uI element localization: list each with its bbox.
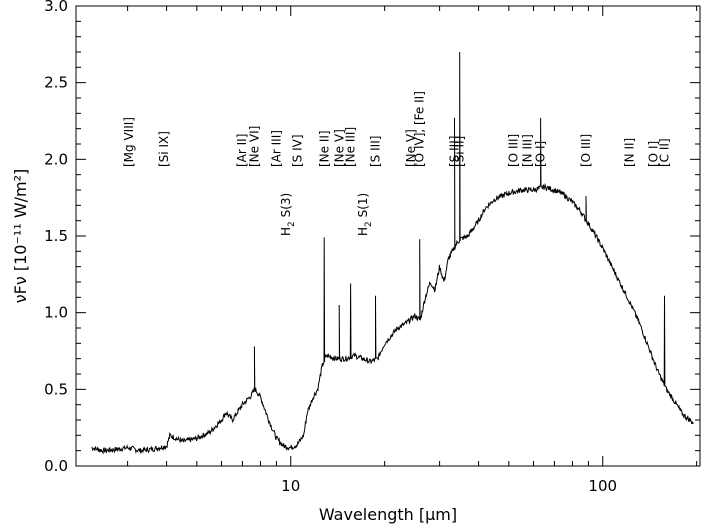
emission-line-label: [O III] [507, 134, 521, 167]
emission-line-label: [Si II] [453, 136, 467, 167]
spectrum-line [91, 51, 694, 455]
y-tick-label: 2.5 [44, 74, 68, 92]
emission-line-label: [Ne V] [404, 129, 418, 167]
emission-line-label: [S III] [369, 136, 383, 167]
y-tick-label: 2.0 [44, 150, 68, 168]
x-axis: 10 100 [127, 6, 698, 495]
emission-line-label: [Ne II] [317, 130, 331, 167]
y-tick-label: 0.0 [44, 457, 68, 475]
plot-frame [75, 5, 701, 467]
emission-line-labels: [Mg VIII] [Si IX] [Ar II][Ne VI] [Ar III] [S… [122, 91, 672, 236]
plot-frame-rect [75, 5, 701, 467]
h2-line-label: H2 S(3) [279, 193, 297, 236]
emission-line-label: [O I] [534, 141, 548, 167]
y-axis-title: νFν [10⁻¹¹ W/m²] [11, 169, 30, 304]
h2-line-label: H2 S(1) [356, 193, 374, 236]
emission-line-label: [O I] [647, 141, 661, 167]
emission-line-label: [Ne III] [344, 127, 358, 167]
emission-line-label: [Ar II] [235, 134, 249, 167]
emission-line-label: [Ne VI] [247, 126, 261, 167]
emission-line-label: [Mg VIII] [122, 117, 136, 167]
emission-line-label: [S IV] [291, 134, 305, 167]
emission-line-label: [Ne V] [332, 129, 346, 167]
y-tick-label: 3.0 [44, 0, 68, 15]
emission-line-label: [O III] [579, 134, 593, 167]
y-tick-label: 1.0 [44, 304, 68, 322]
y-tick-label: 0.5 [44, 380, 68, 398]
emission-line-label: [Si IX] [157, 131, 171, 167]
y-tick-label: 1.5 [44, 227, 68, 245]
x-tick-label: 10 [281, 477, 300, 495]
spectrum-series [91, 51, 694, 455]
y-axis: 0.0 0.5 1.0 1.5 2.0 2.5 3.0 [44, 0, 700, 475]
emission-line-label: [N III] [520, 134, 534, 167]
x-axis-title: Wavelength [μm] [319, 505, 457, 524]
emission-line-label: [Ar III] [269, 130, 283, 167]
x-tick-label: 100 [588, 477, 617, 495]
emission-line-label: [S III] [448, 136, 462, 167]
emission-line-label: [N II] [623, 138, 637, 167]
emission-line-label: [C II] [658, 138, 672, 167]
emission-line-label: [O IV], [Fe II] [413, 91, 427, 167]
